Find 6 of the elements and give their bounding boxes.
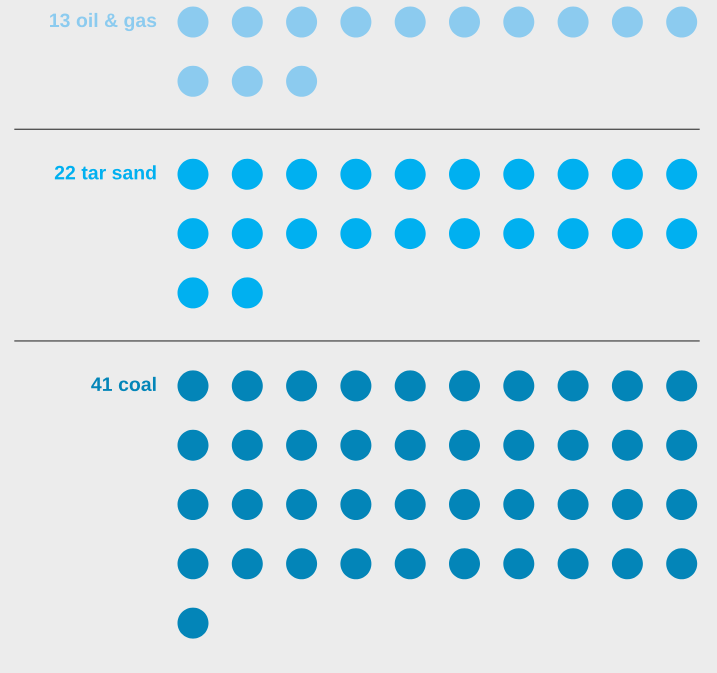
data-label: 41 [91, 378, 112, 391]
category-label: coal [118, 376, 156, 392]
category-label: tar sand [82, 165, 156, 180]
category-label: oil & gas [76, 12, 156, 32]
data-label: 22 [54, 166, 76, 180]
data-label: 13 [50, 13, 70, 28]
